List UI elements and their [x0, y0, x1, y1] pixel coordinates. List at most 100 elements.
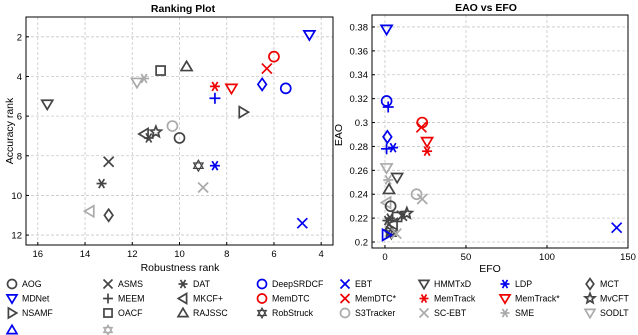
point-sodlt — [379, 163, 394, 175]
point-mvcft — [148, 123, 164, 139]
legend-label: AOG — [22, 279, 42, 289]
legend-marker-memdtc — [256, 293, 268, 304]
point-hmmtxd — [40, 99, 55, 112]
x-tick-label: 50 — [461, 252, 472, 263]
eao-efo-plot-title: EAO vs EFO — [455, 2, 517, 14]
legend-marker-mdnet — [5, 294, 19, 305]
legend-marker-meem — [103, 293, 113, 304]
eao-efo-plot-y-label: EAO — [333, 124, 345, 146]
legend-marker-robstruck — [256, 306, 268, 320]
point-hmmtxd — [390, 172, 405, 185]
legend-label: OACF — [118, 308, 143, 318]
ranking-plot-x-label: Robustness rank — [141, 262, 221, 274]
legend-marker-mkcf- — [176, 292, 188, 305]
legend-label: S3Tracker — [355, 308, 395, 318]
y-tick-label: 0.28 — [350, 142, 369, 153]
point-asms — [103, 156, 115, 168]
legend-label: DeepSRDCF — [272, 279, 324, 289]
legend-label: MemDTC — [272, 294, 310, 304]
point-meem-alt — [381, 143, 393, 155]
eao-efo-plot: EAO vs EFO 0 50 100 1500.20.220.240.260.280… — [333, 2, 636, 275]
legend-label: MKCF+ — [193, 294, 223, 304]
point-sodlt-alt — [82, 204, 95, 219]
ranking-plot: Ranking Plot 16 14 12 10 8 6 4 2 4 6 8 10 12 Robustn… — [4, 3, 334, 274]
legend-label: MemTrack — [434, 294, 476, 304]
point-mdnet — [379, 24, 394, 37]
point-ldp — [209, 160, 220, 171]
x-tick-label: 4 — [319, 249, 324, 260]
legend-marker-sme — [500, 308, 510, 318]
legend-label: MCT — [600, 279, 620, 289]
legend-marker-ldp — [500, 279, 510, 289]
y-tick-label: 2 — [17, 32, 22, 43]
point-mdnet — [302, 29, 317, 42]
x-tick-label: 10 — [174, 249, 185, 260]
y-tick-label: 10 — [11, 191, 22, 202]
ranking-plot-axes-box — [25, 16, 334, 246]
ranking-plot-ticks: 16 14 12 10 8 6 4 2 4 6 8 10 12 — [11, 32, 323, 260]
y-tick-label: 0.3 — [355, 118, 368, 129]
x-tick-label: 8 — [224, 249, 229, 260]
y-tick-label: 4 — [17, 72, 22, 83]
y-tick-label: 0.38 — [350, 22, 369, 33]
y-tick-label: 0.34 — [350, 70, 369, 81]
point-sme — [383, 174, 394, 185]
legend-label: MEEM — [118, 294, 144, 304]
ranking-plot-title: Ranking Plot — [151, 3, 216, 15]
y-tick-label: 8 — [17, 151, 22, 162]
point-sc-ebt-alt — [390, 228, 402, 240]
y-tick-label: 6 — [17, 112, 22, 123]
x-tick-label: 12 — [127, 249, 138, 260]
point-rajssc — [179, 59, 194, 72]
legend-marker-memdtc-alt — [339, 293, 351, 304]
ranking-plot-y-label: Accuracy rank — [4, 97, 16, 164]
eao-efo-plot-points — [379, 24, 623, 242]
point-ebt — [611, 222, 623, 234]
y-tick-label: 0.32 — [350, 94, 369, 105]
legend-marker-memtrack-alt — [498, 294, 512, 305]
eao-efo-plot-ticks: 0 50 100 150 0.2 0.22 0.24 0.26 0.28 0.3 0.32 0.34 0… — [350, 22, 636, 263]
legend-label: EBT — [355, 279, 373, 289]
point-nsamf-alt — [381, 227, 394, 242]
y-tick-label: 12 — [11, 231, 22, 242]
y-tick-label: 0.26 — [350, 166, 369, 177]
point-mkcf- — [386, 217, 398, 232]
ranking-plot-points — [40, 29, 317, 229]
point-sc-ebt — [416, 193, 428, 205]
legend-label: MemDTC* — [355, 294, 397, 304]
legend: AOG ASMS DAT DeepSRDCF EBT HMMTxD LDP MCT MDNet M… — [5, 277, 629, 335]
point-robstruck — [192, 158, 205, 173]
x-tick-label: 0 — [382, 252, 387, 263]
point-ebt — [296, 217, 308, 229]
point-sc-ebt — [197, 181, 209, 194]
legend-label: SC-EBT — [434, 308, 467, 318]
point-memdtc-alt — [415, 121, 428, 133]
ranking-plot-grid — [26, 17, 333, 245]
legend-marker-sodlt — [583, 308, 597, 320]
point-dat-alt — [96, 178, 107, 189]
y-tick-label: 0.2 — [355, 238, 368, 249]
legend-label: HMMTxD — [434, 279, 471, 289]
legend-label: LDP — [515, 279, 532, 289]
point-mct — [382, 129, 393, 145]
legend-marker-mct — [585, 277, 595, 291]
legend-marker-hmmtxd — [417, 279, 431, 291]
point-rajssc — [382, 182, 397, 195]
point-memtrack-alt — [224, 83, 239, 96]
legend-label: RAJSSC — [193, 308, 228, 318]
legend-label: SODLT — [600, 308, 629, 318]
legend-marker-rajssc — [176, 306, 190, 318]
legend-marker-oacf — [103, 308, 113, 318]
point-deepsrdcf — [380, 95, 393, 107]
legend-overflow-marker — [5, 323, 19, 335]
point-sodlt — [129, 77, 144, 90]
point-dat — [143, 132, 154, 143]
x-tick-label: 100 — [539, 252, 555, 263]
point-s3tracker — [410, 188, 423, 201]
point-mct-alt — [103, 207, 114, 223]
legend-marker-nsamf — [7, 306, 19, 320]
x-tick-label: 14 — [80, 249, 91, 260]
y-tick-label: 0.22 — [350, 214, 369, 225]
point-oacf — [155, 65, 166, 76]
legend-label: NSAMF — [22, 308, 53, 318]
